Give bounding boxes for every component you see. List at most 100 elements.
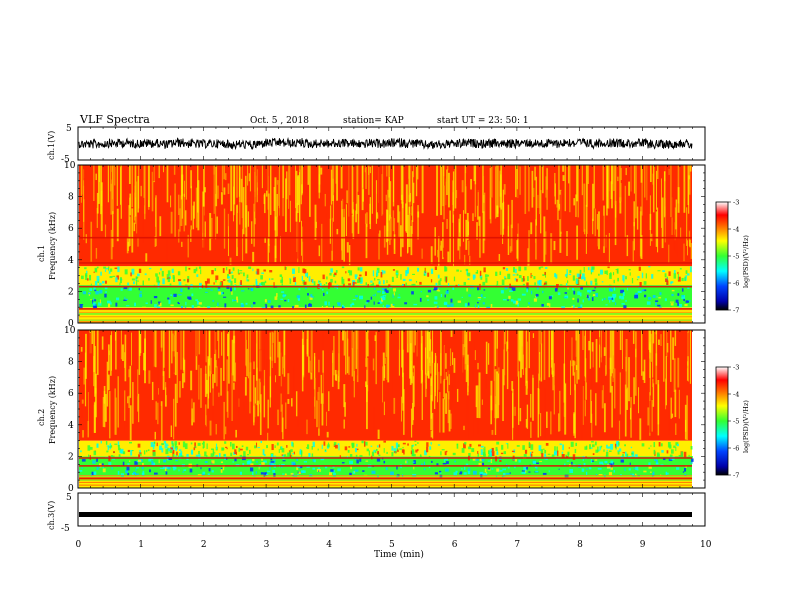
spec-streak	[420, 343, 423, 371]
spec-speckle	[296, 295, 301, 299]
spec-speckle	[320, 458, 325, 461]
spec-streak	[408, 194, 411, 248]
spec-line	[79, 465, 692, 467]
spec-streak	[96, 207, 98, 228]
spec-speckle	[577, 298, 579, 303]
spec-speckle	[535, 293, 539, 297]
spec-streak	[355, 203, 357, 223]
spec-speckle	[522, 445, 525, 450]
spec-streak	[459, 232, 461, 260]
spec-speckle	[421, 463, 423, 467]
spec-speckle	[312, 441, 315, 448]
spec-speckle	[217, 287, 221, 289]
spec-streak	[320, 374, 322, 404]
spec-speckle	[685, 300, 689, 303]
spec-streak	[97, 165, 100, 204]
spec-speckle	[517, 302, 520, 307]
spec-streak	[166, 165, 169, 203]
spec-speckle	[632, 473, 635, 476]
spec-speckle	[104, 269, 107, 272]
spec-speckle	[214, 452, 216, 454]
spec-speckle	[457, 300, 462, 303]
spec-streak	[85, 234, 87, 244]
spec-speckle	[307, 293, 309, 296]
spec-streak	[249, 372, 251, 414]
spec-streak	[532, 333, 535, 338]
spec-speckle	[595, 449, 599, 453]
spec-speckle	[297, 474, 299, 476]
spec-streak	[343, 419, 345, 429]
spec-streak	[574, 361, 576, 373]
spec-speckle	[195, 454, 199, 457]
spec-streak	[545, 176, 548, 198]
spec-streak	[148, 370, 151, 384]
spec-streak	[677, 357, 680, 388]
spec-speckle	[361, 440, 364, 444]
spec-streak	[124, 390, 126, 421]
spec-streak	[508, 193, 511, 211]
spec-speckle	[503, 451, 507, 455]
spec-streak	[644, 165, 646, 198]
spec-speckle	[279, 274, 283, 277]
y-tick-label: 0	[68, 484, 74, 494]
spec-speckle	[424, 468, 426, 471]
spec-speckle	[370, 280, 373, 283]
spec-speckle	[666, 472, 669, 475]
spec-speckle	[591, 441, 594, 443]
spec-speckle	[680, 451, 684, 458]
spec-speckle	[327, 282, 330, 289]
spec-speckle	[426, 295, 429, 298]
spec-streak	[267, 399, 269, 429]
spec-speckle	[521, 278, 524, 282]
spec-streak	[299, 165, 301, 172]
spec-streak	[657, 207, 659, 253]
spec-speckle	[187, 286, 190, 290]
spec-streak	[213, 165, 215, 214]
spec-speckle	[223, 467, 225, 471]
spec-streak	[220, 192, 223, 205]
spec-streak	[533, 187, 535, 198]
spec-speckle	[150, 442, 154, 447]
spec-speckle	[469, 443, 472, 447]
spec-streak	[687, 332, 689, 357]
spec-speckle	[364, 305, 366, 309]
spec-streak	[619, 330, 622, 351]
spec-speckle	[459, 473, 462, 475]
spec-speckle	[643, 294, 647, 298]
spec-streak	[648, 330, 650, 350]
spec-streak	[318, 245, 321, 257]
spec-speckle	[460, 270, 462, 272]
spec-speckle	[310, 294, 313, 298]
spec-speckle	[382, 290, 385, 295]
spec-speckle	[211, 460, 215, 464]
spec-speckle	[246, 277, 248, 282]
spec-speckle	[255, 278, 258, 284]
spec-speckle	[565, 454, 568, 457]
spec-speckle	[349, 460, 354, 465]
spec-speckle	[641, 272, 644, 279]
spec-speckle	[381, 297, 386, 301]
spec-streak	[112, 211, 114, 248]
spec-speckle	[167, 297, 170, 300]
spec-speckle	[502, 267, 506, 270]
spec-streak	[170, 425, 173, 438]
spec-streak	[603, 347, 606, 356]
spec-speckle	[191, 449, 194, 455]
spec-streak	[104, 394, 107, 422]
spec-streak	[103, 201, 105, 241]
spec-streak	[266, 165, 268, 189]
spec-speckle	[289, 452, 292, 458]
spec-speckle	[616, 268, 619, 274]
spec-speckle	[250, 463, 254, 467]
spec-streak	[405, 203, 408, 232]
spec-speckle	[289, 278, 291, 280]
spec-speckle	[658, 442, 661, 447]
spec-speckle	[120, 473, 124, 478]
spec-streak	[587, 165, 589, 185]
spec-stripe	[79, 316, 692, 318]
spec-streak	[131, 208, 134, 253]
spec-streak	[525, 418, 528, 428]
spec-speckle	[376, 270, 379, 276]
spec-streak	[261, 198, 264, 250]
spec-streak	[173, 356, 175, 373]
